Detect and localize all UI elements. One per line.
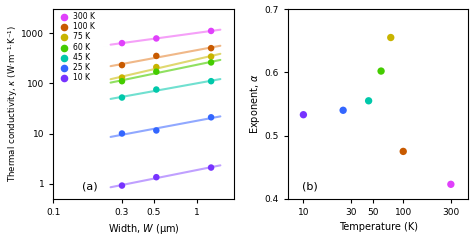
Point [153,37,160,40]
Point [207,115,215,119]
Point [207,166,215,169]
X-axis label: Temperature (K): Temperature (K) [339,222,418,233]
Point [118,79,126,83]
Point [207,55,215,59]
Point [153,54,160,58]
Point [207,60,215,64]
Point [118,41,126,45]
Point [207,29,215,33]
Point [153,175,160,179]
Point [400,150,407,153]
Point [153,88,160,91]
Point [447,182,455,186]
Y-axis label: Thermal conductivity, $\kappa$ (W·m⁻¹·K⁻¹): Thermal conductivity, $\kappa$ (W·m⁻¹·K⁻… [6,26,18,182]
Point [365,99,373,103]
Text: (a): (a) [82,181,98,191]
Point [387,36,394,39]
Point [207,46,215,50]
Point [118,63,126,67]
Point [118,76,126,79]
Y-axis label: Exponent, $\alpha$: Exponent, $\alpha$ [248,74,262,134]
X-axis label: Width, $W$ (μm): Width, $W$ (μm) [108,222,180,236]
Point [153,65,160,69]
Text: (b): (b) [302,181,318,191]
Point [153,70,160,74]
Point [118,96,126,99]
Point [118,132,126,136]
Legend: 300 K, 100 K, 75 K, 60 K, 45 K, 25 K, 10 K: 300 K, 100 K, 75 K, 60 K, 45 K, 25 K, 10… [55,11,97,83]
Point [339,108,347,112]
Point [153,129,160,132]
Point [118,184,126,188]
Point [207,79,215,83]
Point [377,69,385,73]
Point [300,113,307,117]
